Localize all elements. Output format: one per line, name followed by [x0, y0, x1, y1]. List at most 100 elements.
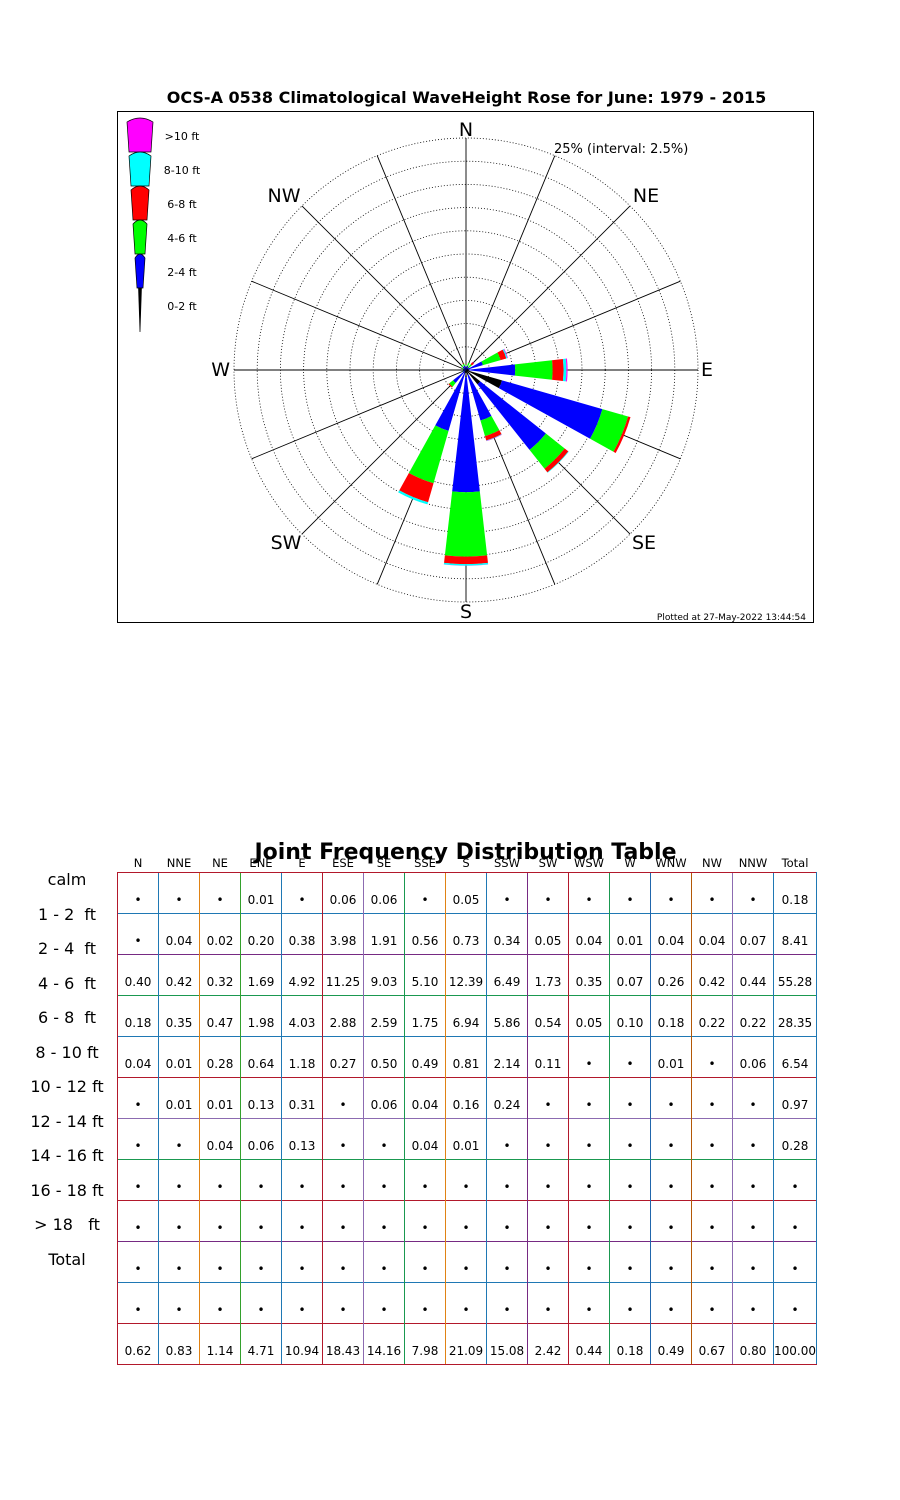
table-cell: • — [117, 1159, 159, 1201]
table-cell: • — [240, 1159, 282, 1201]
header-wnw: WNW — [655, 856, 687, 870]
table-cell: • — [568, 1282, 610, 1324]
table-cell: 0.50 — [363, 1036, 405, 1078]
table-cell: 1.18 — [281, 1036, 323, 1078]
table-cell: • — [281, 872, 323, 914]
petal-sse--10-ft — [486, 434, 502, 442]
table-cell: 0.22 — [691, 995, 733, 1037]
table-cell: 0.06 — [363, 872, 405, 914]
table-cell: 0.28 — [199, 1036, 241, 1078]
table-row: • • 0.04 0.06 0.13 • • 0.04 0.01 • • • • • • • 0.28 — [117, 1118, 817, 1160]
table-cell: • — [609, 1077, 651, 1119]
cardinal-label-nw: NW — [268, 185, 301, 207]
petal-nne-2-4-ft — [466, 365, 469, 370]
table-cell: 0.18 — [773, 872, 817, 914]
table-cell: 2.42 — [527, 1323, 569, 1365]
petal-ne--10-ft — [472, 361, 475, 364]
joint-frequency-table: N NNE NE ENE E ESE SE SSE S SSW SW WSW W WNW NW NNW Tota… — [117, 848, 817, 1365]
petal-ene-2-4-ft — [467, 361, 483, 370]
table-cell: 2.14 — [486, 1036, 528, 1078]
header-se: SE — [376, 856, 392, 870]
legend-swatch-2 — [130, 185, 150, 221]
table-cell: • — [691, 1159, 733, 1201]
table-cell: 28.35 — [773, 995, 817, 1037]
table-cell: 0.18 — [609, 1323, 651, 1365]
radial-interval-label: 25% (interval: 2.5%) — [554, 142, 688, 157]
legend-swatch-3 — [132, 219, 148, 255]
petal-nnw-6-8-ft — [462, 362, 465, 365]
table-cell: • — [650, 1159, 692, 1201]
petal-nw-4-6-ft — [461, 365, 464, 368]
table-cell: • — [568, 1077, 610, 1119]
table-cell: 0.42 — [158, 954, 200, 996]
table-cell: • — [240, 1200, 282, 1242]
table-cell: • — [486, 1159, 528, 1201]
petal-sw-2-4-ft — [453, 370, 466, 383]
table-cell: • — [732, 1200, 774, 1242]
header-wsw: WSW — [573, 856, 605, 870]
table-cell: 4.03 — [281, 995, 323, 1037]
row-label: Total — [48, 1249, 86, 1269]
table-cell: • — [240, 1241, 282, 1283]
table-cell: • — [691, 1241, 733, 1283]
table-cell: • — [527, 1159, 569, 1201]
table-cell: 0.44 — [568, 1323, 610, 1365]
petal-ese-6-8-ft — [613, 416, 631, 453]
table-cell: • — [281, 1282, 323, 1324]
table-cell: 0.01 — [240, 872, 282, 914]
petal-sse-6-8-ft — [484, 430, 502, 441]
petal-se-8-10-ft — [547, 451, 569, 473]
table-cell: 10.94 — [281, 1323, 323, 1365]
spoke-nne — [465, 155, 556, 371]
table-cell: • — [322, 1077, 364, 1119]
plotted-at-timestamp: Plotted at 27-May-2022 13:44:54 — [657, 613, 806, 623]
table-row: 0.40 0.42 0.32 1.69 4.92 11.25 9.03 5.10 12.39 6.… — [117, 954, 817, 996]
table-cell: 0.49 — [404, 1036, 446, 1078]
table-cell: 1.14 — [199, 1323, 241, 1365]
legend-label: 2-4 ft — [167, 266, 197, 279]
table-cell: • — [691, 1282, 733, 1324]
table-cell: • — [609, 1036, 651, 1078]
table-cell: • — [445, 1241, 487, 1283]
table-cell: • — [117, 1200, 159, 1242]
table-cell: 0.56 — [404, 913, 446, 955]
table-cell: • — [404, 872, 446, 914]
table-cell: 4.92 — [281, 954, 323, 996]
table-cell: 0.62 — [117, 1323, 159, 1365]
table-cell: • — [609, 1159, 651, 1201]
table-cell: 0.67 — [691, 1323, 733, 1365]
table-cell: • — [117, 872, 159, 914]
table-cell: 0.04 — [568, 913, 610, 955]
table-cell: • — [732, 1077, 774, 1119]
petal-sw-6-8-ft — [448, 383, 453, 388]
header-ene: ENE — [249, 856, 273, 870]
table-cell: 6.54 — [773, 1036, 817, 1078]
table-cell: 0.18 — [650, 995, 692, 1037]
table-cell: • — [650, 1077, 692, 1119]
table-cell: • — [158, 872, 200, 914]
petal-s-8-10-ft — [443, 562, 489, 566]
petal-n-4-6-ft — [465, 364, 467, 367]
table-cell: • — [199, 1159, 241, 1201]
table-cell: • — [486, 872, 528, 914]
table-cell: 12.39 — [445, 954, 487, 996]
header-total: Total — [781, 856, 809, 870]
table-cell: 0.32 — [199, 954, 241, 996]
table-row: 0.62 0.83 1.14 4.71 10.94 18.43 14.16 7.98 21.09… — [117, 1323, 817, 1365]
petal-se-0-2-ft — [466, 370, 481, 385]
petal-ne-6-8-ft — [470, 362, 474, 366]
header-w: W — [624, 856, 636, 870]
table-cell: 1.91 — [363, 913, 405, 955]
table-cell: • — [117, 1118, 159, 1160]
table-row: 0.18 0.35 0.47 1.98 4.03 2.88 2.59 1.75 6.94 5.86… — [117, 995, 817, 1037]
table-cell: • — [691, 1200, 733, 1242]
petal-ene--10-ft — [503, 348, 509, 359]
row-label: 10 - 12 ft — [30, 1077, 104, 1096]
petal-nnw-4-6-ft — [462, 363, 465, 366]
table-cell: • — [158, 1118, 200, 1160]
table-cell: • — [773, 1159, 817, 1201]
table-cell: 0.22 — [732, 995, 774, 1037]
table-cell: 0.04 — [404, 1118, 446, 1160]
legend-label: 8-10 ft — [164, 164, 201, 177]
table-cell: 0.64 — [240, 1036, 282, 1078]
